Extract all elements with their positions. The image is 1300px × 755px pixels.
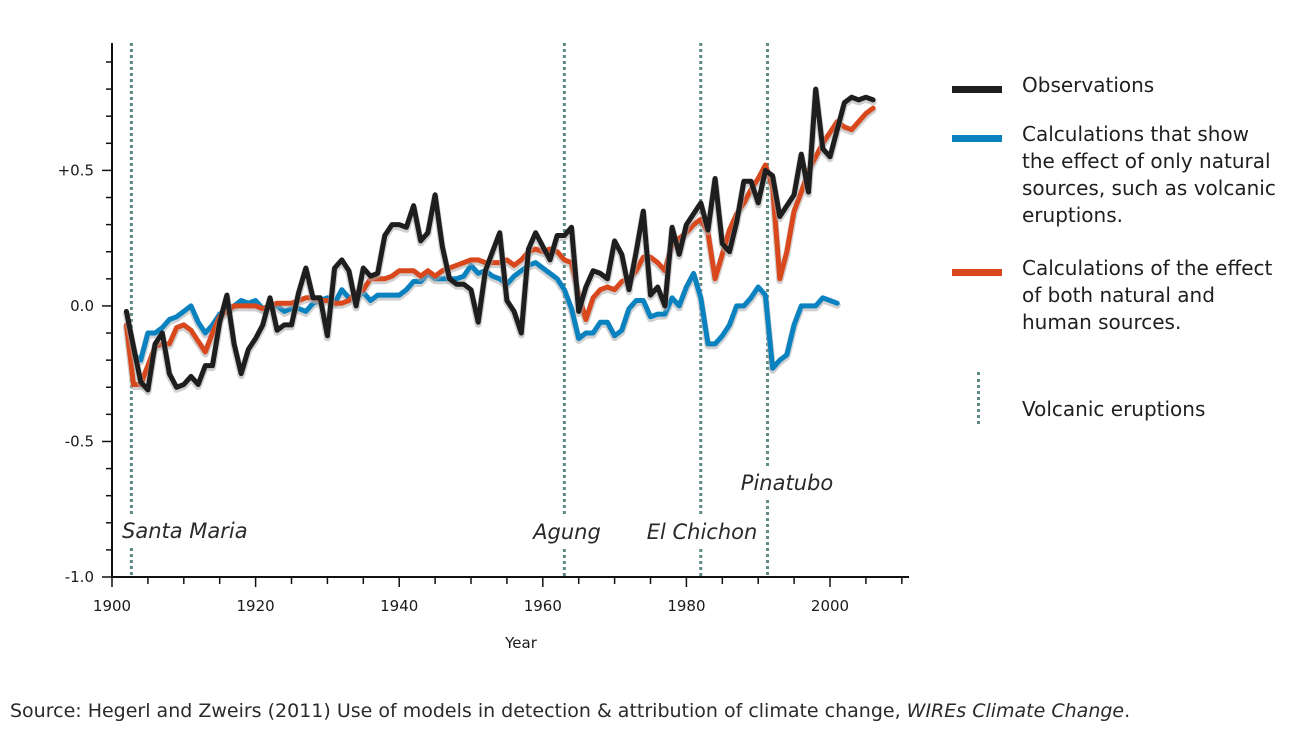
series-line-0 (123, 86, 876, 393)
chart-axes: +0.5 0.0 -0.5 -1.0 1900 1920 1940 1960 1980 2000 (58, 43, 909, 615)
x-tick-label-1: 1920 (237, 597, 275, 615)
legend-swatch-volcanic (977, 372, 980, 424)
legend-label-both: Calculations of the effect of both natur… (1022, 256, 1273, 334)
y-tick-label-2: -0.5 (65, 432, 94, 450)
temperature-chart: Santa Maria Agung El Chichon Pinatubo +0.5 0… (58, 43, 909, 652)
volcano-label-2: El Chichon (647, 520, 758, 544)
legend-item-both: Calculations of the effect of both natur… (948, 255, 1288, 336)
legend-item-observations: Observations (948, 72, 1288, 99)
legend-label-natural: Calculations that show the effect of onl… (1022, 122, 1276, 227)
x-tick-label-3: 1960 (524, 597, 562, 615)
volcano-label-1: Agung (531, 520, 601, 544)
chart-legend: Observations Calculations that show the … (948, 72, 1288, 424)
volcanic-eruption-markers: Santa Maria Agung El Chichon Pinatubo (122, 43, 833, 577)
x-axis-title: Year (504, 634, 538, 652)
source-text: Source: Hegerl and Zweirs (2011) Use of … (10, 700, 907, 722)
legend-item-natural: Calculations that show the effect of onl… (948, 121, 1288, 229)
legend-item-volcanic: Volcanic eruptions (948, 372, 1288, 424)
source-citation: Source: Hegerl and Zweirs (2011) Use of … (10, 700, 1130, 722)
source-suffix: . (1124, 700, 1131, 722)
legend-swatch-natural (952, 135, 1002, 142)
y-tick-label-0: +0.5 (58, 161, 94, 179)
source-journal: WIREs Climate Change (906, 700, 1125, 722)
chart-series (122, 86, 877, 396)
legend-label-observations: Observations (1022, 73, 1155, 97)
x-tick-label-2: 1940 (380, 597, 418, 615)
volcano-label-0: Santa Maria (122, 519, 248, 543)
legend-swatch-both (952, 269, 1002, 276)
volcano-label-3: Pinatubo (741, 471, 833, 495)
y-tick-label-1: 0.0 (70, 297, 94, 315)
legend-swatch-observations (952, 86, 1002, 93)
y-tick-label-3: -1.0 (65, 568, 94, 586)
legend-label-volcanic: Volcanic eruptions (1022, 397, 1206, 421)
x-tick-label-0: 1900 (93, 597, 131, 615)
x-tick-label-5: 2000 (811, 597, 849, 615)
x-tick-label-4: 1980 (667, 597, 705, 615)
